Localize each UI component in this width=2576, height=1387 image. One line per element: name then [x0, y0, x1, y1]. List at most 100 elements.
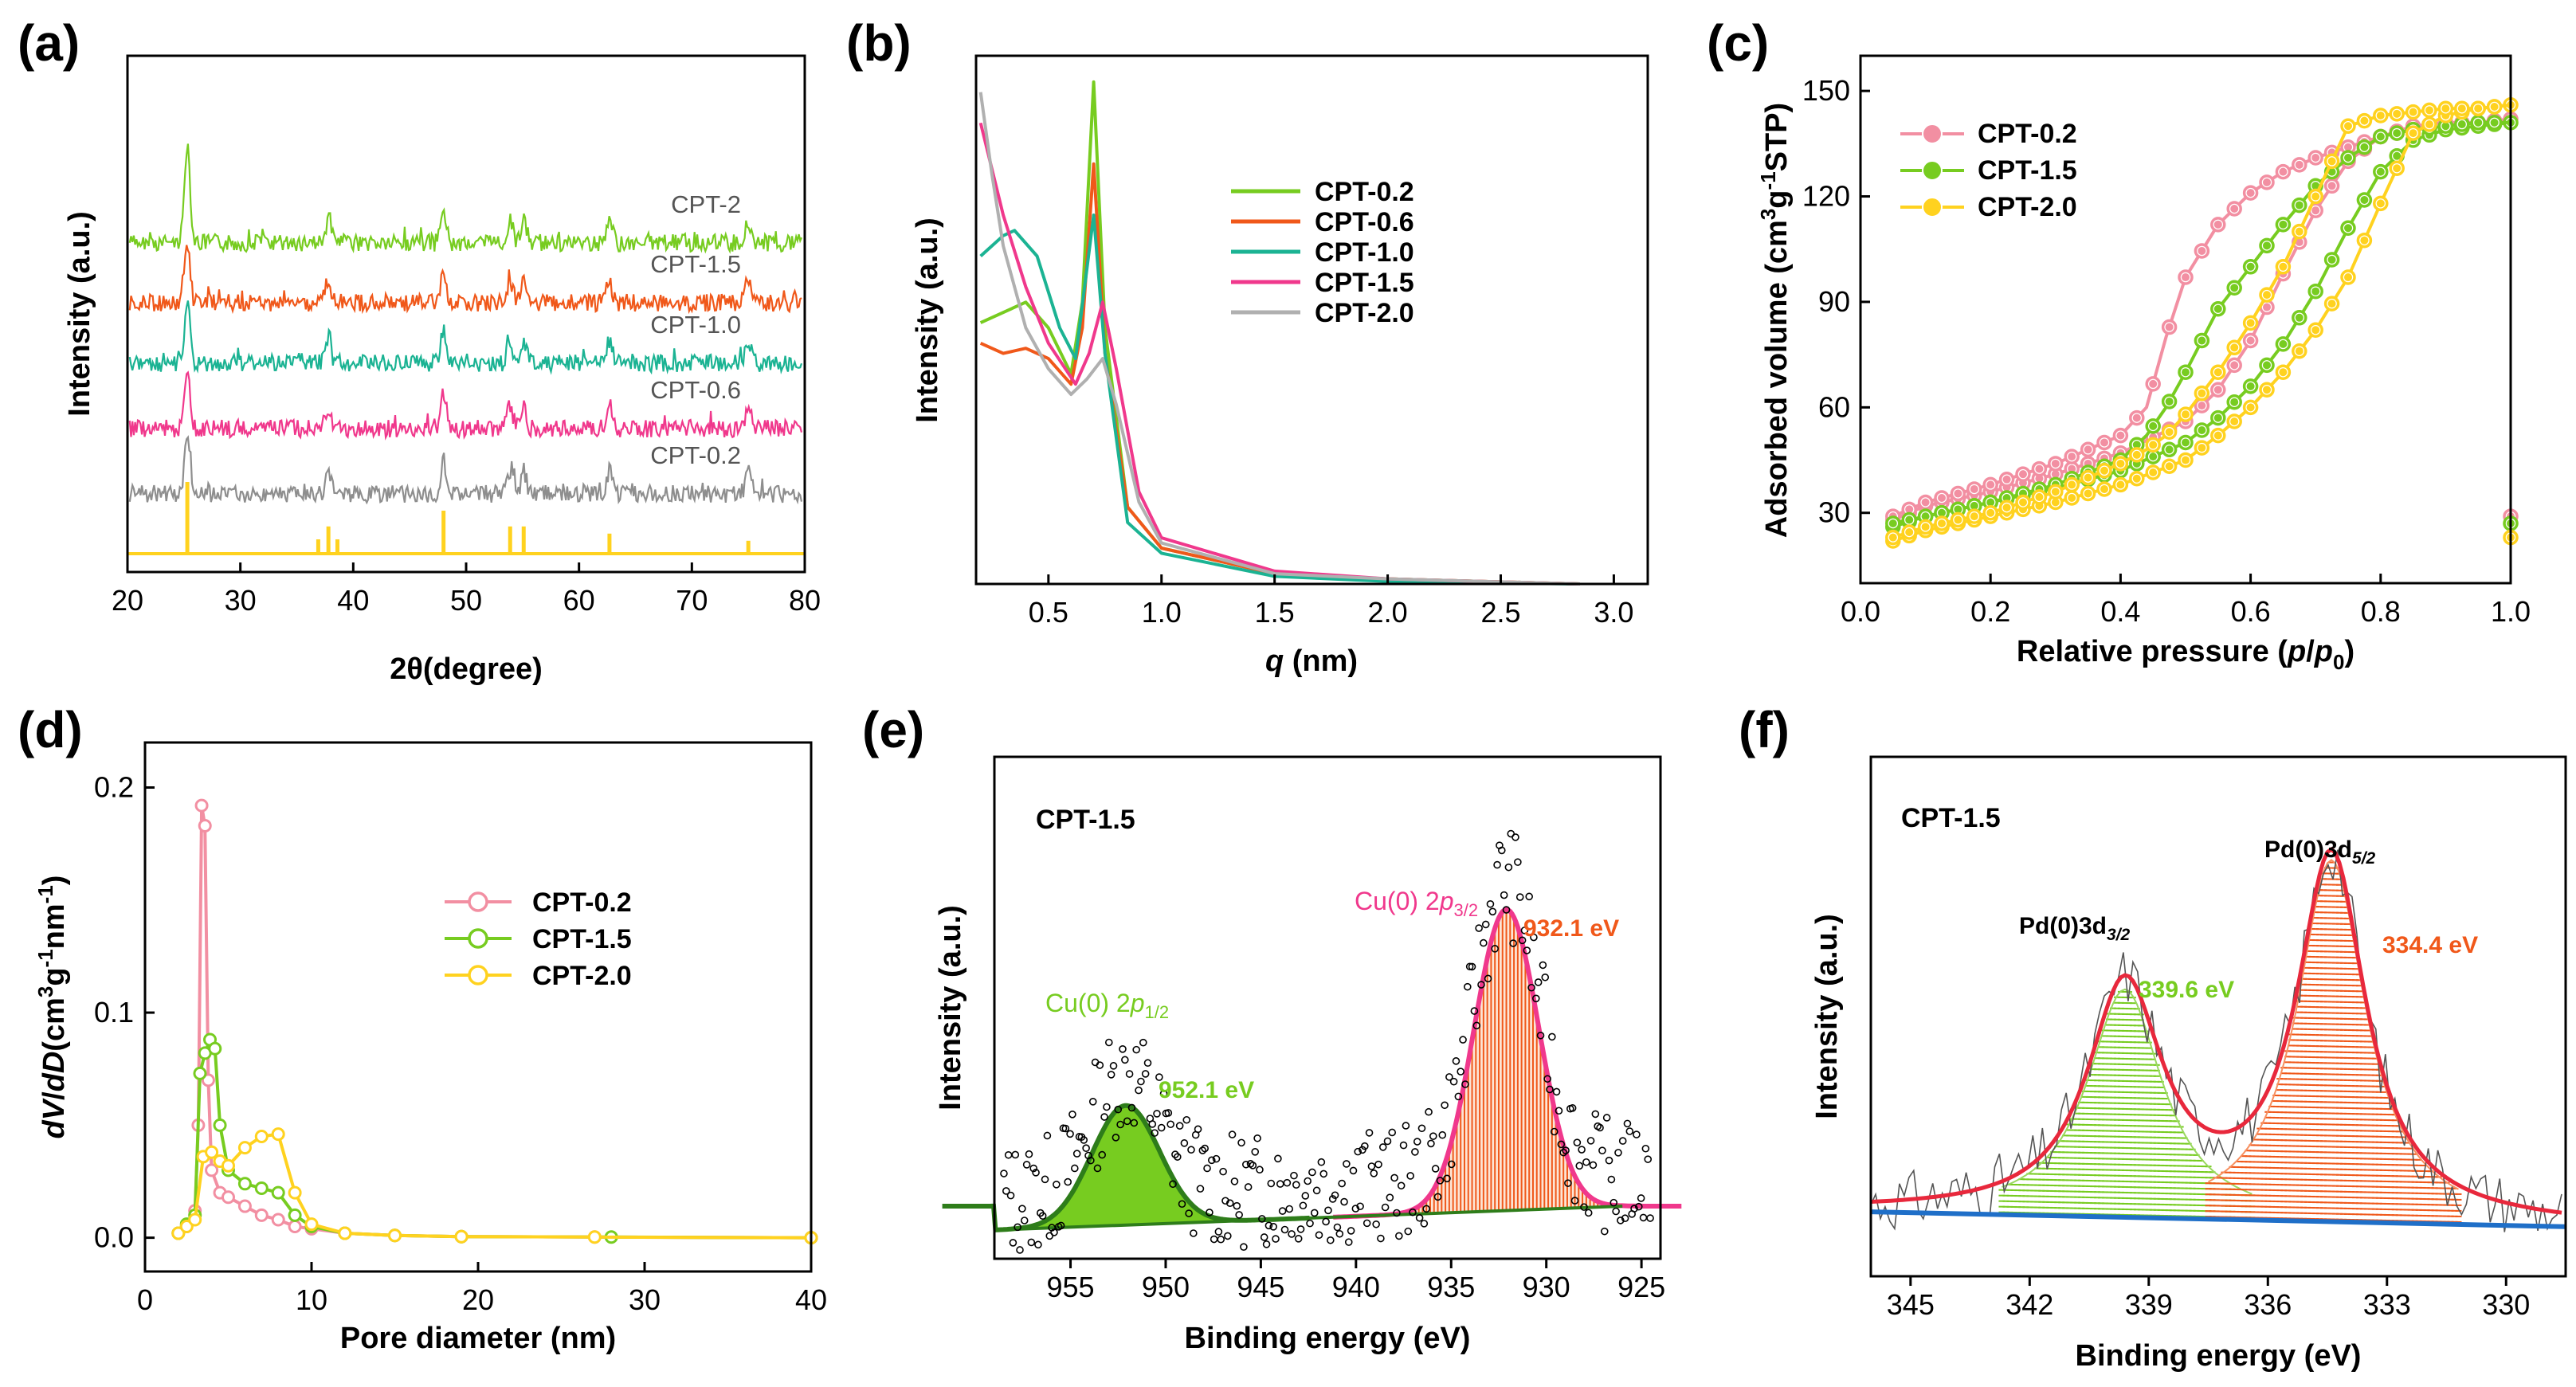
x-tick-label: 70 — [676, 584, 708, 617]
xps-data-point — [1397, 1181, 1406, 1190]
xps-data-point — [1050, 1228, 1058, 1236]
e-frame — [993, 755, 1662, 1260]
xps-data-point — [1417, 1124, 1426, 1133]
b-x-label-unit: (nm) — [1284, 645, 1358, 678]
xps-data-point — [1331, 1191, 1339, 1200]
xps-data-point — [1185, 1209, 1193, 1217]
c-x-label-sub0: 0 — [2333, 650, 2344, 674]
xps-data-point — [1308, 1168, 1316, 1177]
xps-data-point — [1114, 1105, 1123, 1114]
c-legend: CPT-0.2 CPT-1.5 CPT-2.0 — [1900, 119, 2077, 222]
iso-point-fill-CPT-2.0 — [2198, 389, 2206, 398]
xps-data-point — [1402, 1122, 1410, 1130]
c-x-label-p: p — [2287, 635, 2306, 668]
xps-data-point — [1251, 1148, 1260, 1156]
iso-point-fill-CPT-2.0 — [1888, 533, 1897, 542]
legend-marker-CPT-2.0 — [1922, 197, 1943, 217]
iso-point-fill-CPT-2.0 — [2198, 444, 2206, 453]
iso-point-fill-CPT-2.0 — [2002, 503, 2011, 512]
legend-label-CPT-0.2: CPT-0.2 — [532, 887, 632, 918]
iso-point-fill-CPT-2.0 — [2490, 102, 2499, 111]
x-tick-label: 30 — [225, 584, 257, 617]
xps-data-point — [1112, 1134, 1120, 1142]
psd-point-CPT-2.0 — [454, 1229, 469, 1244]
iso-point-fill-CPT-1.5 — [2165, 445, 2174, 454]
c-y-label-part: Adsorbed volume (cm — [1760, 220, 1794, 538]
xps-data-point — [1575, 1162, 1584, 1170]
psd-point-CPT-2.0 — [388, 1228, 402, 1243]
iso-point-fill-CPT-0.2 — [1921, 498, 1930, 507]
x-tick-label: 0.8 — [2361, 595, 2401, 628]
iso-point-fill-CPT-0.2 — [2327, 182, 2336, 190]
iso-point-fill-CPT-0.2 — [2246, 336, 2255, 345]
xps-data-point — [1612, 1207, 1620, 1216]
xps-data-point — [1633, 1130, 1641, 1138]
xps-data-point — [1103, 1103, 1111, 1111]
xps-data-point — [1493, 860, 1501, 869]
xps-data-point — [1550, 1127, 1559, 1136]
iso-point-fill-CPT-2.0 — [1954, 515, 1962, 524]
iso-point-fill-CPT-2.0 — [2230, 417, 2239, 425]
f-peak1-label: Pd(0)3d3/2 — [2019, 913, 2131, 944]
x-tick-label: 1.0 — [2491, 595, 2531, 628]
iso-point-fill-CPT-0.2 — [2198, 246, 2206, 255]
iso-point-fill-CPT-0.2 — [2149, 379, 2158, 388]
psd-point-CPT-2.0 — [271, 1127, 285, 1142]
xps-data-point — [1244, 1183, 1253, 1191]
e-peak2-sub: 3/2 — [1454, 900, 1479, 920]
c-plot-area — [1885, 97, 2519, 549]
iso-point-fill-CPT-1.5 — [1938, 508, 1946, 517]
psd-point-CPT-0.2 — [194, 798, 209, 813]
iso-point-fill-CPT-1.5 — [2263, 241, 2271, 250]
xps-data-point — [1497, 846, 1506, 855]
e-peak2-p: p — [1439, 887, 1454, 915]
iso-point-fill-CPT-2.0 — [2360, 116, 2369, 125]
psd-point-CPT-1.5 — [288, 1208, 302, 1222]
xps-data-point — [1543, 1075, 1551, 1083]
legend-label-CPT-2.0: CPT-2.0 — [1978, 192, 2077, 222]
iso-point-fill-CPT-0.2 — [2295, 160, 2304, 169]
xps-data-point — [1438, 1130, 1447, 1139]
xps-data-point — [1534, 978, 1543, 986]
xps-data-point — [1107, 1071, 1115, 1079]
xps-data-point — [1157, 1123, 1166, 1132]
xps-data-point — [1618, 1137, 1627, 1145]
xps-data-point — [1504, 863, 1513, 872]
xps-data-point — [1605, 1156, 1613, 1165]
iso-point-fill-CPT-1.5 — [2344, 224, 2352, 233]
psd-point-CPT-1.5 — [254, 1181, 269, 1195]
xps-data-point — [1388, 1128, 1397, 1137]
xps-data-point — [1256, 1166, 1264, 1174]
e-plot-area — [942, 829, 1683, 1254]
saxs-line-CPT-1.0 — [979, 214, 1580, 586]
xrd-label-CPT-0.2: CPT-0.2 — [650, 441, 741, 469]
d-y-label-close: ) — [37, 876, 71, 886]
iso-point-fill-CPT-2.0 — [2165, 462, 2174, 471]
iso-point-fill-CPT-2.0 — [2230, 343, 2239, 352]
iso-point-fill-CPT-1.5 — [2263, 361, 2271, 370]
xps-data-point — [1087, 1156, 1095, 1165]
legend-label-CPT-1.5: CPT-1.5 — [1315, 268, 1414, 298]
c-y-ticks: 30 60 90 120 150 — [1802, 74, 1870, 529]
x-tick-label: 336 — [2244, 1288, 2292, 1321]
x-tick-label: 0.2 — [1970, 595, 2010, 628]
x-tick-label: 40 — [795, 1283, 827, 1316]
xps-f-envelope — [1870, 846, 2562, 1215]
panel-label-a: (a) — [18, 14, 80, 72]
x-tick-label: 955 — [1047, 1271, 1095, 1303]
xps-data-point — [1022, 1161, 1031, 1169]
psd-line-CPT-0.2 — [177, 804, 812, 1240]
xps-data-point — [1568, 1104, 1577, 1112]
c-y-label: Adsorbed volume (cm3g-1STP) — [1756, 103, 1794, 538]
iso-point-fill-CPT-0.2 — [2100, 438, 2108, 447]
psd-point-CPT-1.5 — [271, 1185, 285, 1200]
b-x-label: q (nm) — [1265, 645, 1358, 678]
psd-point-CPT-2.0 — [288, 1185, 302, 1200]
iso-point-fill-CPT-0.2 — [2068, 464, 2076, 473]
iso-point-fill-CPT-2.0 — [2132, 450, 2141, 459]
xps-data-point — [1461, 1080, 1469, 1088]
f-x-ticks: 345 342 339 336 333 330 — [1887, 1276, 2530, 1321]
xps-data-point — [1203, 1164, 1211, 1173]
xps-data-point — [1422, 1205, 1431, 1213]
